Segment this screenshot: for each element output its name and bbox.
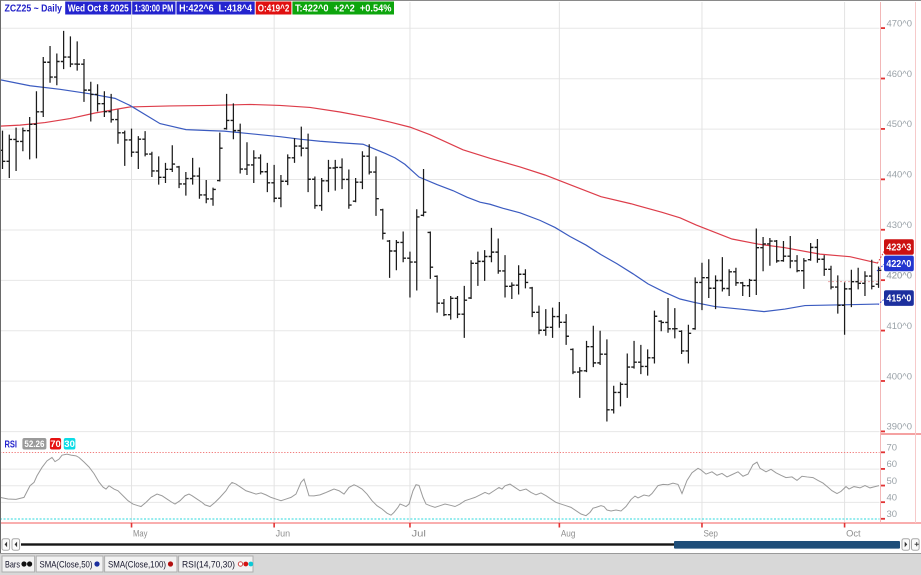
svg-text:30: 30	[64, 439, 75, 450]
svg-text:52.26: 52.26	[24, 439, 44, 450]
svg-text:Jul: Jul	[411, 528, 426, 539]
svg-text:1:30:00 PM: 1:30:00 PM	[134, 3, 173, 14]
svg-text:422^0: 422^0	[886, 258, 911, 270]
svg-text:RSI: RSI	[5, 439, 18, 450]
svg-text:40: 40	[887, 492, 898, 503]
svg-text:Wed Oct 8 2025: Wed Oct 8 2025	[68, 3, 129, 14]
svg-text:390^0: 390^0	[887, 422, 913, 433]
svg-text:Bars: Bars	[5, 560, 20, 571]
svg-text:470^0: 470^0	[887, 18, 913, 29]
svg-text:440^0: 440^0	[887, 170, 913, 181]
svg-text:T:422^0 +2^2 +0.54%: T:422^0 +2^2 +0.54%	[295, 3, 392, 14]
svg-text:450^0: 450^0	[887, 119, 913, 130]
svg-text:400^0: 400^0	[887, 371, 913, 382]
svg-text:Oct: Oct	[846, 528, 861, 539]
svg-text:Sep: Sep	[703, 528, 718, 539]
svg-text:50: 50	[887, 476, 898, 487]
svg-text:Aug: Aug	[561, 528, 576, 539]
svg-text:60: 60	[887, 459, 898, 470]
svg-text:30: 30	[887, 509, 898, 520]
svg-text:430^0: 430^0	[887, 220, 913, 231]
svg-text:423^3: 423^3	[886, 241, 911, 253]
svg-text:420^0: 420^0	[887, 270, 913, 281]
svg-text:420^0: 420^0	[887, 270, 913, 281]
svg-text:460^0: 460^0	[887, 69, 913, 80]
svg-text:RSI(14,70,30): RSI(14,70,30)	[182, 560, 235, 571]
svg-text:H:422^6 L:418^4: H:422^6 L:418^4	[179, 3, 252, 14]
svg-text:SMA(Close,50): SMA(Close,50)	[40, 560, 93, 571]
svg-text:Jun: Jun	[276, 528, 291, 539]
svg-text:SMA(Close,100): SMA(Close,100)	[108, 560, 166, 571]
svg-text:415^0: 415^0	[886, 293, 911, 305]
svg-text:70: 70	[50, 439, 61, 450]
svg-text:ZCZ25 ~ Daily: ZCZ25 ~ Daily	[5, 3, 63, 14]
svg-text:O:419^2: O:419^2	[258, 3, 290, 14]
svg-text:70: 70	[887, 443, 898, 454]
svg-text:May: May	[133, 528, 148, 539]
svg-text:410^0: 410^0	[887, 321, 913, 332]
